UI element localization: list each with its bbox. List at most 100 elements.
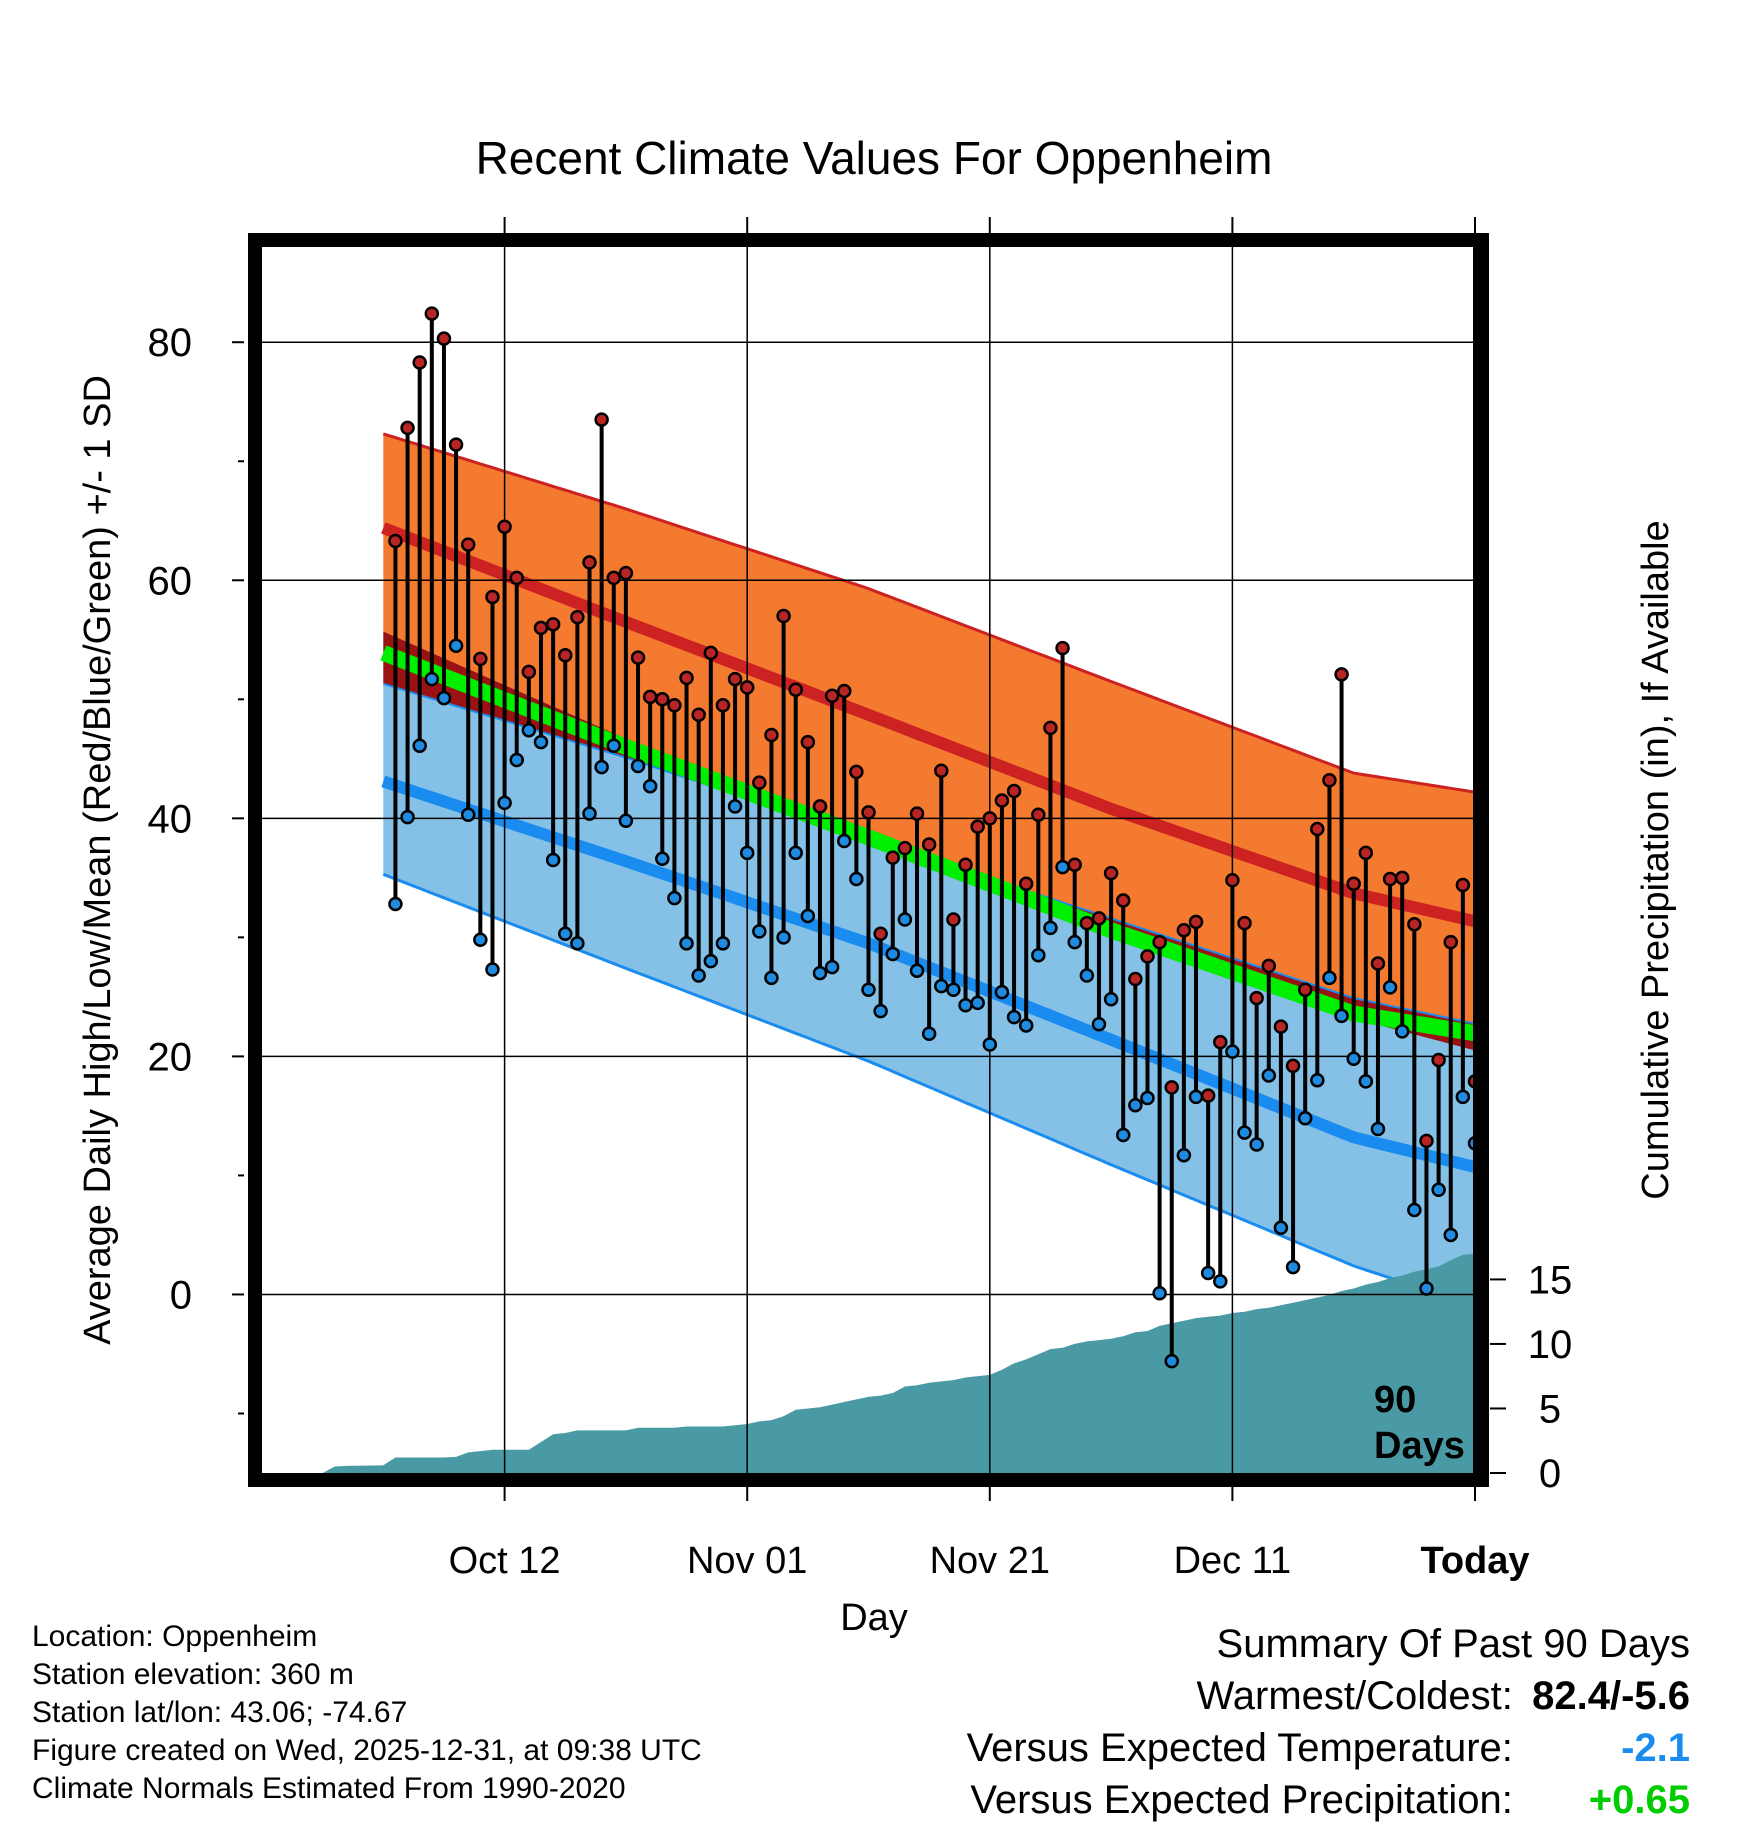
daily-high-point [582, 555, 597, 570]
daily-high-point [1043, 720, 1058, 736]
warmest-coldest-value: 82.4/-5.6 [1532, 1674, 1690, 1718]
daily-low-point [1164, 1353, 1179, 1369]
daily-low-point [921, 1026, 937, 1042]
daily-low-point [412, 738, 427, 753]
daily-high-point [897, 840, 913, 856]
daily-high-point [509, 570, 524, 586]
daily-high-point [1188, 914, 1204, 930]
daily-high-point [412, 355, 427, 370]
daily-low-point [849, 871, 864, 887]
daily-low-point [1419, 1281, 1434, 1296]
created-text: Figure created on Wed, 2025-12-31, at 09… [32, 1734, 702, 1767]
daily-high-point [1419, 1133, 1434, 1149]
daily-high-point [1115, 893, 1131, 908]
precip-anomaly-row: Versus Expected Precipitation: +0.65 [967, 1774, 1690, 1826]
daily-high-point [1322, 773, 1337, 788]
daily-low-point [485, 962, 500, 977]
daily-low-point [1322, 970, 1337, 986]
daily-high-point [1249, 990, 1264, 1006]
daily-low-point [1188, 1089, 1204, 1105]
y-axis-label-right: Cumulative Precipitation (in), If Availa… [1635, 520, 1677, 1199]
daily-low-point [679, 936, 694, 951]
daily-low-point [1043, 920, 1058, 936]
daily-low-point [1031, 947, 1046, 963]
daily-low-point [958, 997, 973, 1013]
daily-high-point [1079, 915, 1095, 931]
daily-high-point [1103, 865, 1119, 881]
daily-high-point [703, 645, 719, 661]
daily-high-point [1237, 915, 1252, 931]
summary-title: Summary Of Past 90 Days [1216, 1622, 1690, 1666]
daily-low-point [1285, 1259, 1301, 1275]
summary-panel: Summary Of Past 90 Days Warmest/Coldest:… [967, 1618, 1690, 1826]
daily-low-point [1176, 1147, 1192, 1163]
daily-high-point [1443, 934, 1458, 950]
daily-high-point [1140, 949, 1155, 964]
daily-low-point [630, 758, 646, 774]
daily-high-point [1431, 1052, 1446, 1068]
daily-high-point [1091, 911, 1107, 926]
daily-high-point [824, 688, 840, 703]
location-text: Location: Oppenheim [32, 1620, 318, 1653]
daily-low-point [655, 851, 670, 867]
daily-high-point [800, 734, 816, 750]
daily-high-point [679, 670, 694, 686]
daily-low-point [970, 995, 985, 1011]
daily-high-point [1128, 971, 1143, 987]
daily-high-point [1200, 1088, 1216, 1103]
daily-high-point [436, 331, 452, 346]
daily-low-point [1334, 1008, 1349, 1024]
daily-low-point [1237, 1125, 1252, 1140]
daily-high-point [934, 763, 949, 778]
y-tick-label-left: 60 [148, 559, 193, 603]
daily-high-point [715, 698, 731, 713]
daily-low-point [861, 982, 876, 997]
daily-low-point [497, 795, 512, 811]
y-tick-label-right: 10 [1528, 1323, 1573, 1367]
daily-low-point [715, 936, 731, 951]
daily-high-point [970, 819, 985, 834]
daily-low-point [424, 671, 440, 687]
daily-high-point [739, 680, 755, 695]
daily-low-point [1225, 1044, 1240, 1059]
daily-low-point [1006, 1009, 1022, 1025]
plot-area [262, 247, 1475, 1473]
y-axis-label-left: Average Daily High/Low/Mean (Red/Blue/Gr… [77, 375, 119, 1345]
daily-high-point [630, 650, 646, 665]
daily-high-point [1213, 1034, 1228, 1050]
daily-high-point [1297, 982, 1313, 997]
daily-low-point [1200, 1265, 1216, 1281]
daily-high-point [1273, 1019, 1289, 1034]
daily-high-point [1310, 821, 1325, 837]
daily-low-point [982, 1037, 998, 1052]
daily-low-point [1346, 1051, 1361, 1067]
daily-high-point [994, 793, 1010, 808]
daily-low-point [509, 752, 524, 768]
daily-low-point [388, 896, 403, 912]
daily-high-point [727, 671, 743, 687]
daily-low-point [934, 978, 949, 994]
daily-low-point [473, 932, 488, 947]
daily-high-point [642, 689, 658, 705]
daily-low-point [448, 638, 464, 653]
daily-high-point [1346, 876, 1361, 892]
daily-high-point [946, 912, 961, 927]
daily-low-point [1128, 1097, 1143, 1113]
x-tick-label: Oct 12 [449, 1540, 561, 1582]
station-info: Location: Oppenheim Station elevation: 3… [32, 1618, 702, 1808]
daily-low-point [691, 968, 706, 983]
daily-high-point [1055, 640, 1070, 656]
daily-high-point [836, 683, 852, 699]
daily-high-point [1394, 870, 1410, 886]
daily-high-point [1261, 958, 1277, 974]
daily-low-point [460, 807, 476, 823]
daily-high-point [618, 565, 634, 581]
daily-low-point [873, 1003, 888, 1019]
daily-high-point [570, 609, 585, 625]
daily-high-point [849, 764, 864, 780]
y-tick-label-left: 80 [148, 321, 193, 365]
daily-high-point [752, 775, 767, 790]
y-tick-label-right: 5 [1539, 1387, 1561, 1431]
daily-high-point [909, 806, 925, 821]
daily-low-point [1249, 1137, 1264, 1152]
